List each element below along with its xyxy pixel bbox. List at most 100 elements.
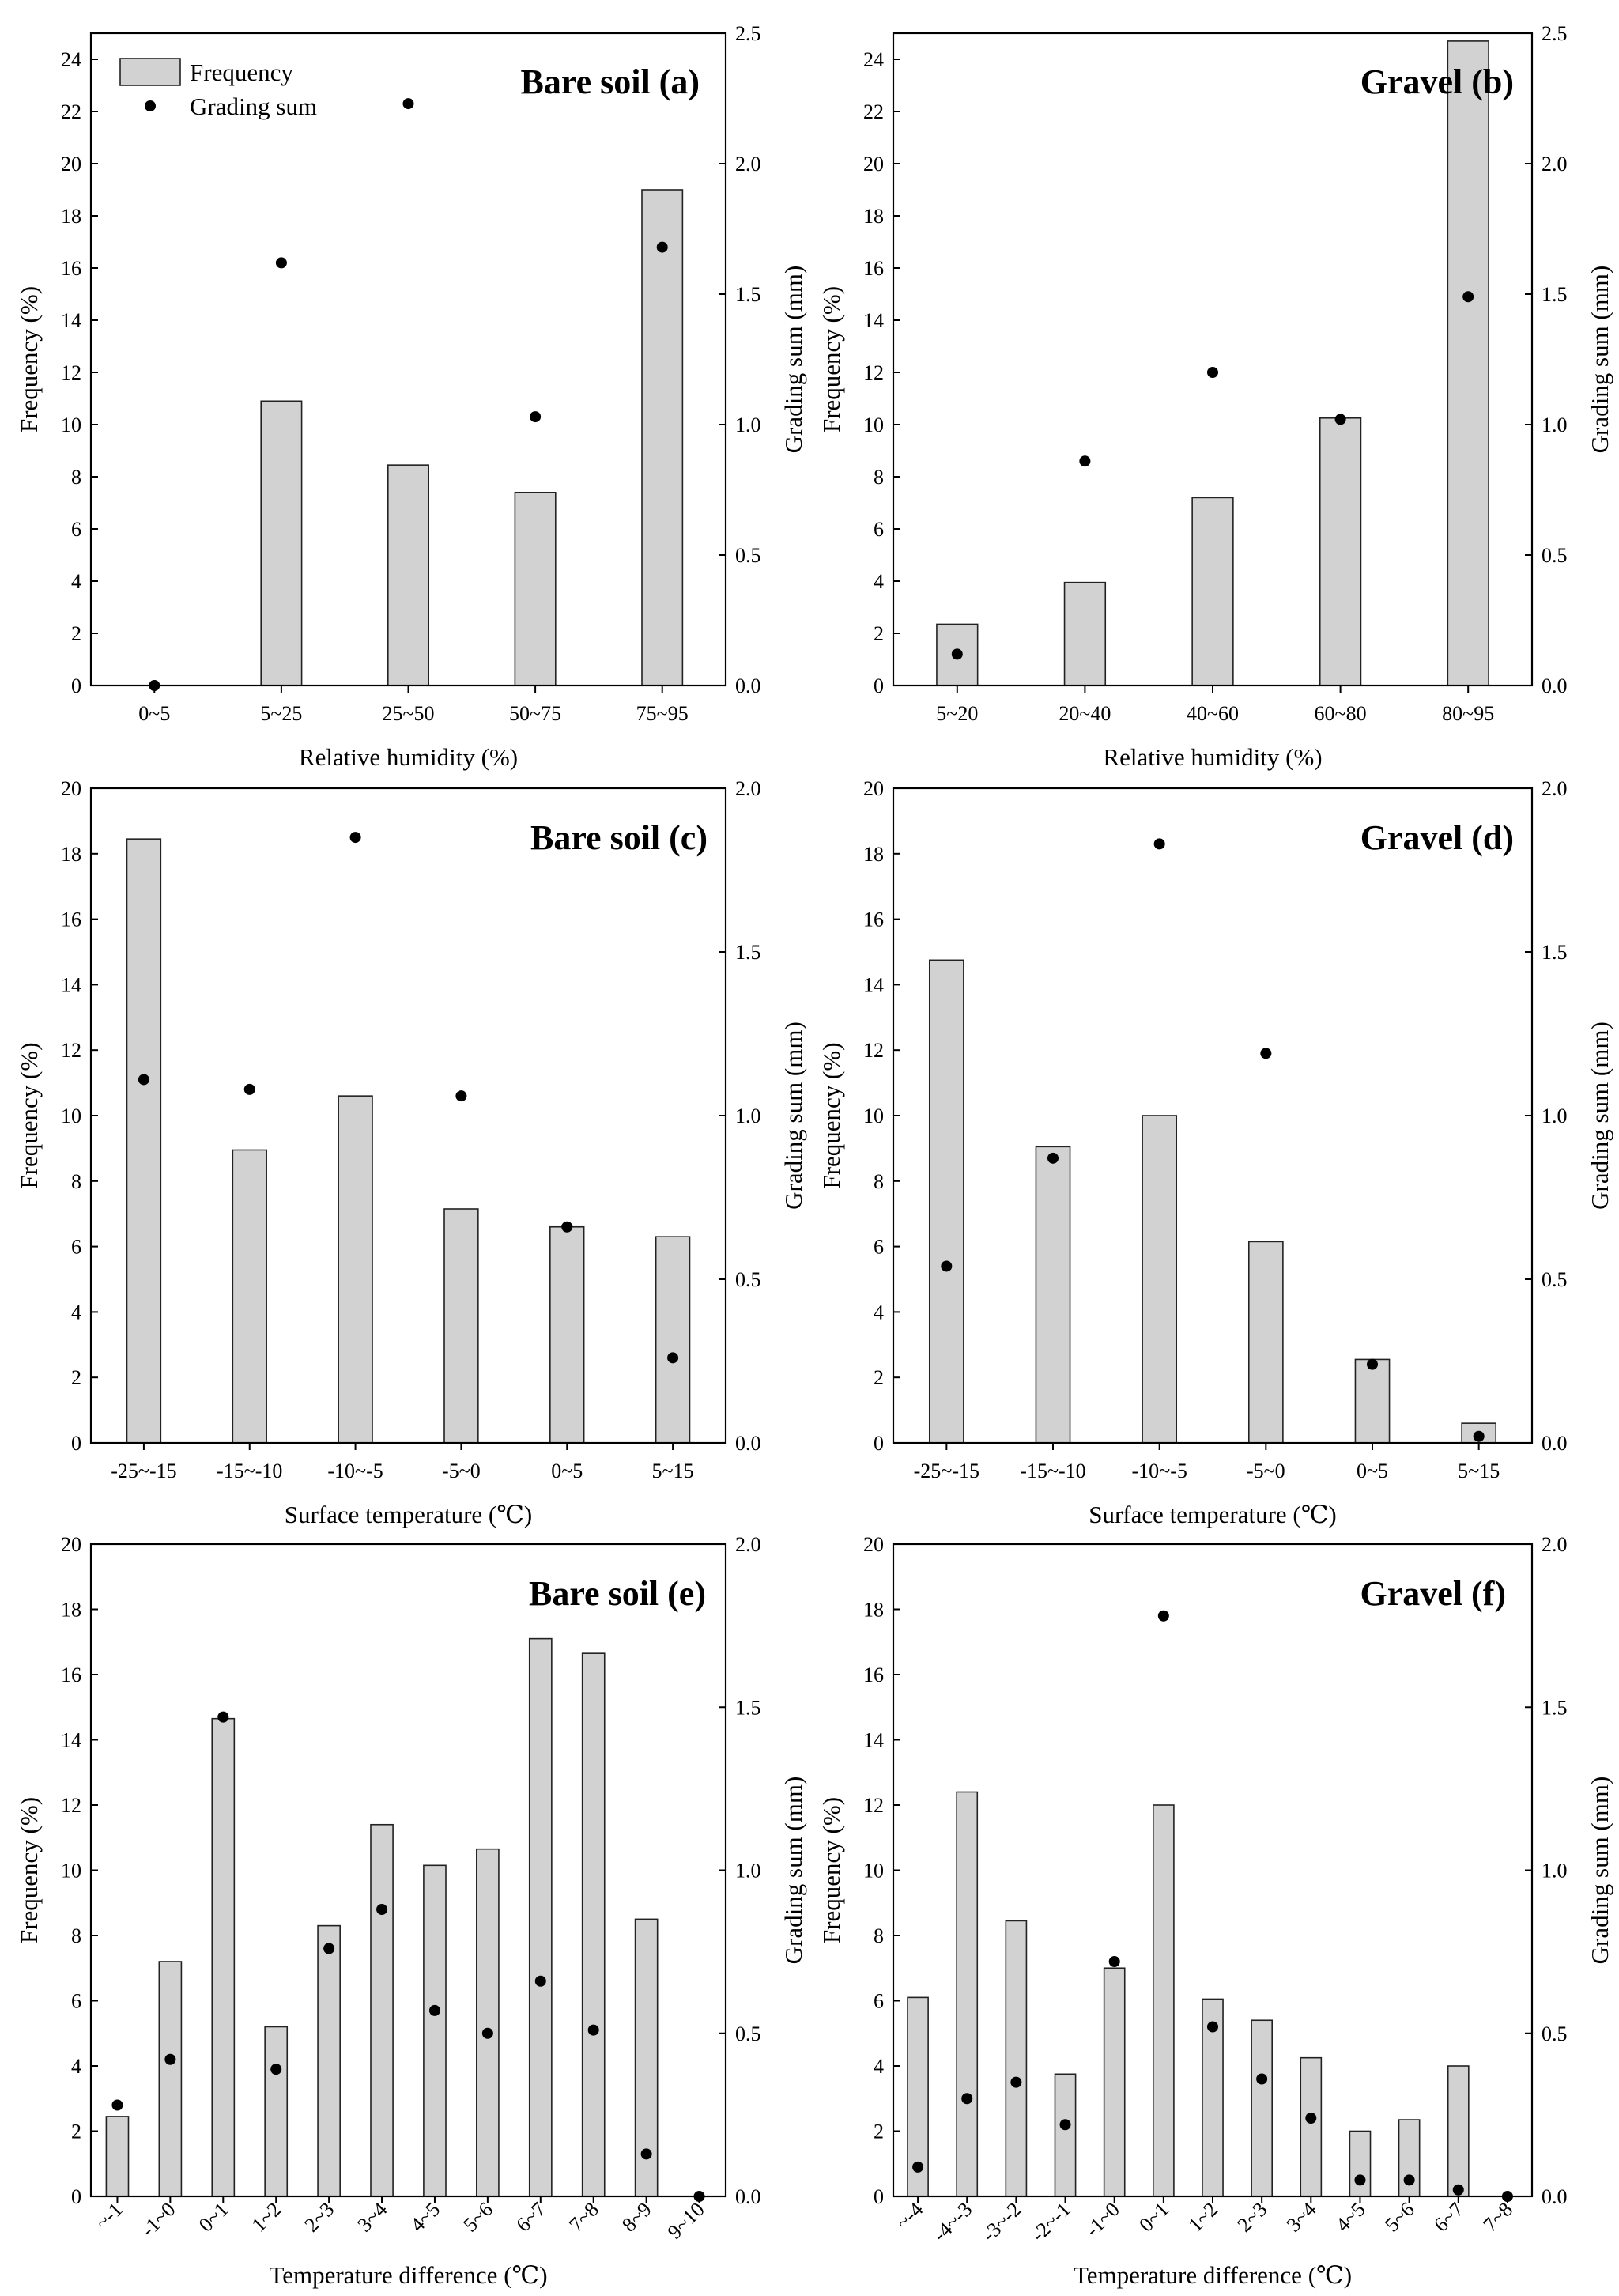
x-tick-label: -3~-2 <box>978 2198 1026 2246</box>
grading-sum-point <box>530 411 542 423</box>
x-tick-label: 0~1 <box>1134 2198 1173 2237</box>
y-tick-label: 12 <box>61 1794 81 1817</box>
y2-tick-label: 1.0 <box>1542 414 1568 436</box>
y2-axis-title: Grading sum (mm) <box>1586 1021 1613 1210</box>
x-tick-label: 5~15 <box>1458 1460 1500 1482</box>
x-tick-label: 2~3 <box>300 2198 339 2237</box>
grading-sum-point <box>323 1943 335 1954</box>
x-tick-label: 5~6 <box>459 2198 497 2237</box>
y-tick-label: 22 <box>61 100 81 123</box>
chart-panel-4: 0 2 4 6 8 10 12 14 16 18 20 0.0 0.5 1.0 1.5 2.0 ~-1 -1~0 0… <box>15 1533 807 2289</box>
panel-title: Bare soil (e) <box>529 1574 706 1613</box>
frequency-bar <box>1447 40 1489 686</box>
y2-tick-label: 2.0 <box>1542 777 1568 800</box>
grading-sum-point <box>111 2099 123 2111</box>
y-tick-label: 4 <box>71 2055 81 2078</box>
grading-sum-point <box>1462 291 1474 303</box>
frequency-bar <box>1447 2065 1470 2197</box>
frequency-bar <box>232 1149 267 1444</box>
y-axis-title: Frequency (%) <box>15 286 43 432</box>
y2-tick-label: 0.0 <box>1542 1432 1568 1455</box>
y-tick-label: 18 <box>61 205 81 228</box>
y-tick-label: 2 <box>71 622 81 645</box>
y2-axis-title: Grading sum (mm) <box>1586 1777 1613 1965</box>
frequency-bar <box>260 400 303 686</box>
x-tick-label: -1~0 <box>137 2198 180 2241</box>
x-axis-title: Relative humidity (%) <box>1103 743 1322 771</box>
grading-sum-point <box>428 2004 440 2016</box>
y2-tick-label: 2.5 <box>735 22 761 45</box>
y-tick-label: 24 <box>863 48 884 71</box>
x-tick-label: 80~95 <box>1442 702 1494 725</box>
y-tick-label: 8 <box>71 1170 81 1193</box>
frequency-bar <box>528 1637 553 2197</box>
frequency-bar <box>1103 1967 1126 2197</box>
y2-tick-label: 0.5 <box>735 2022 761 2045</box>
x-tick-label: 3~4 <box>1282 2198 1321 2237</box>
chart-panel-5: 0 2 4 6 8 10 12 14 16 18 20 0.0 0.5 1.0 1.5 2.0 ~-4 -4~-3… <box>817 1533 1613 2289</box>
y2-tick-label: 0.5 <box>735 544 761 567</box>
grading-sum-point <box>1403 2174 1415 2186</box>
x-tick-label: 0~5 <box>1357 1460 1388 1482</box>
grading-sum-point <box>667 1352 679 1364</box>
x-tick-label: 4~5 <box>1331 2198 1370 2237</box>
y-tick-label: 12 <box>863 361 884 384</box>
x-tick-label: 1~2 <box>247 2198 286 2237</box>
x-tick-label: -2~-1 <box>1027 2198 1075 2246</box>
y-tick-label: 2 <box>874 1366 884 1389</box>
y-tick-label: 14 <box>61 1729 81 1752</box>
y-tick-label: 22 <box>863 100 884 123</box>
y-tick-label: 24 <box>61 48 81 71</box>
y-tick-label: 16 <box>863 257 884 280</box>
grading-sum-point <box>534 1975 546 1987</box>
frequency-bar <box>126 838 162 1444</box>
y2-tick-label: 1.5 <box>1542 283 1568 306</box>
grading-sum-point <box>349 832 361 844</box>
frequency-bar <box>655 1236 691 1444</box>
y2-axis-title: Grading sum (mm) <box>1586 266 1613 454</box>
y2-tick-label: 0.0 <box>1542 674 1568 697</box>
y-tick-label: 4 <box>71 1301 81 1324</box>
legend-bar-swatch <box>119 58 181 86</box>
x-tick-label: 4~5 <box>406 2198 444 2237</box>
y2-tick-label: 0.5 <box>1542 2022 1568 2045</box>
grading-sum-point <box>1256 2073 1268 2085</box>
plot-frame <box>89 787 727 1444</box>
chart-panel-0: 0246810121416182022240.00.51.01.52.02.50… <box>15 22 807 771</box>
legend-dot-swatch <box>145 100 156 111</box>
frequency-bar <box>211 1717 236 2197</box>
x-tick-label: 20~40 <box>1059 702 1111 725</box>
y-tick-label: 16 <box>61 1663 81 1686</box>
plot-frame <box>89 1543 727 2198</box>
y-tick-label: 0 <box>874 674 884 697</box>
x-tick-label: -1~0 <box>1081 2198 1124 2241</box>
y2-tick-label: 1.5 <box>1542 941 1568 964</box>
y-tick-label: 16 <box>61 908 81 931</box>
y-tick-label: 8 <box>71 1924 81 1947</box>
y-tick-label: 6 <box>71 1990 81 2013</box>
panel-title: Gravel (d) <box>1360 818 1514 857</box>
y2-tick-label: 1.5 <box>1542 1696 1568 1719</box>
legend: Frequency Grading sum <box>119 58 317 120</box>
panel-title: Bare soil (c) <box>530 818 708 857</box>
x-tick-label: 0~5 <box>551 1460 583 1482</box>
frequency-bar <box>338 1095 373 1444</box>
grading-sum-point <box>1047 1152 1059 1164</box>
x-tick-label: 7~8 <box>564 2198 603 2237</box>
frequency-bar <box>443 1208 479 1444</box>
x-tick-label: -5~0 <box>1247 1460 1285 1482</box>
y2-tick-label: 0.5 <box>735 1268 761 1291</box>
grading-sum-point <box>1207 367 1218 378</box>
frequency-bar <box>423 1864 447 2197</box>
frequency-bar <box>1300 2056 1323 2197</box>
x-tick-label: 7~8 <box>1478 2198 1517 2237</box>
frequency-bar <box>105 2116 130 2197</box>
y2-axis-title: Grading sum (mm) <box>779 266 807 454</box>
y2-tick-label: 0.5 <box>1542 544 1568 567</box>
y-tick-label: 10 <box>61 1860 81 1882</box>
y-tick-label: 18 <box>863 843 884 866</box>
legend-label-frequency: Frequency <box>190 59 293 86</box>
grading-sum-point <box>481 2027 493 2039</box>
y2-tick-label: 0.0 <box>735 2185 761 2208</box>
